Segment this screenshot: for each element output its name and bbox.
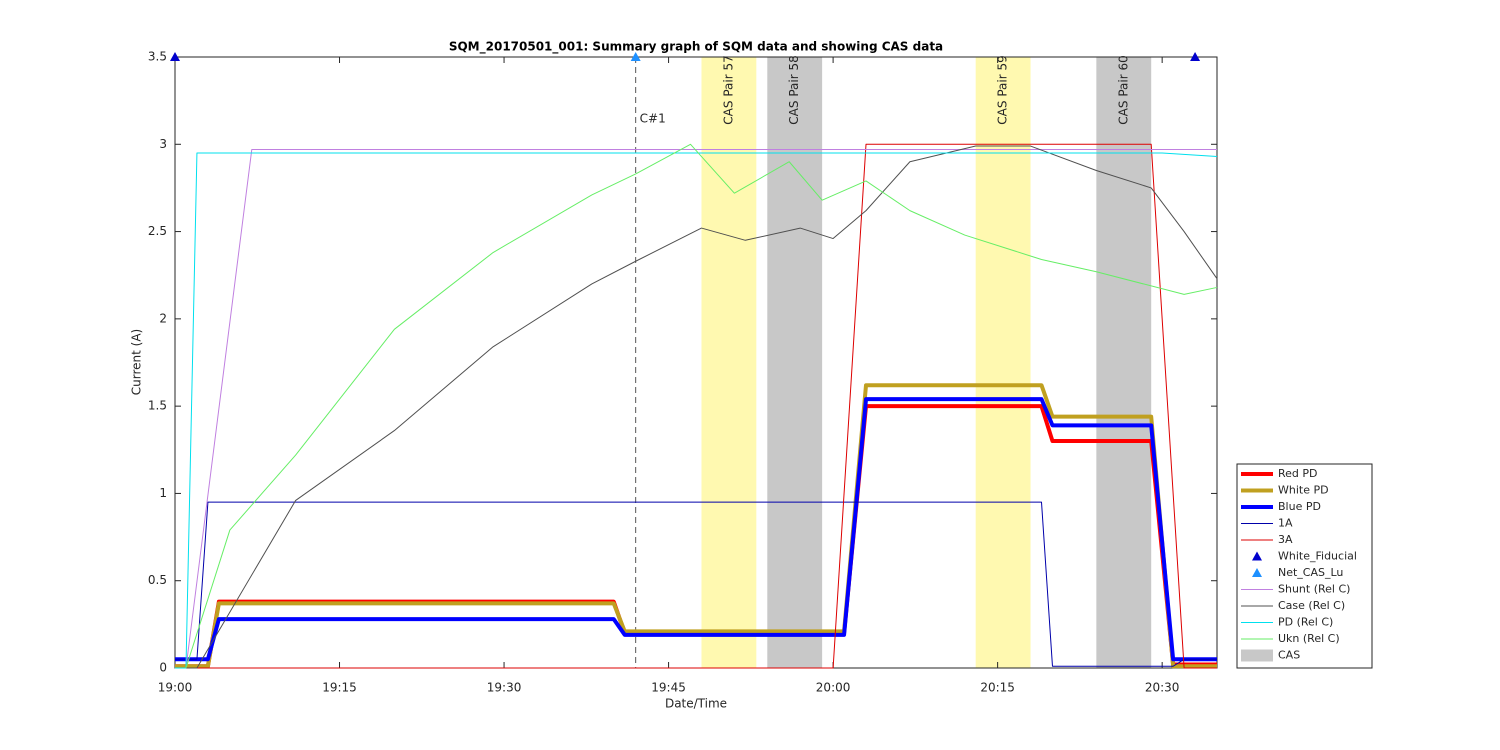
x-tick-label: 20:00 [816, 681, 851, 695]
legend-label: White PD [1278, 484, 1329, 497]
x-tick-label: 19:45 [651, 681, 686, 695]
series-line [185, 149, 1217, 669]
y-tick-label: 0 [159, 661, 167, 675]
legend-label: Red PD [1278, 467, 1318, 480]
x-tick-label: 19:15 [322, 681, 357, 695]
cas-band-label: CAS Pair 59 [996, 55, 1010, 124]
cas-band [975, 57, 1031, 668]
y-tick-label: 3 [159, 137, 167, 151]
legend-label: Case (Rel C) [1278, 599, 1345, 612]
fiducial-marker [1190, 52, 1201, 61]
y-tick-label: 1.5 [148, 399, 167, 413]
cas-band-label: CAS Pair 58 [787, 55, 801, 124]
legend-label: 3A [1278, 533, 1293, 546]
legend-swatch [1252, 551, 1262, 561]
legend-swatch [1241, 649, 1273, 662]
legend-label: Ukn (Rel C) [1278, 632, 1340, 645]
fiducial-marker [630, 52, 641, 61]
legend-label: Blue PD [1278, 500, 1321, 513]
series-line [175, 397, 1217, 662]
legend-label: CAS [1278, 649, 1300, 662]
y-tick-label: 1 [159, 486, 167, 500]
legend-label: White_Fiducial [1278, 550, 1357, 563]
legend-box [1236, 463, 1373, 669]
series-line [175, 152, 1218, 669]
cas-band-label: CAS Pair 57 [721, 55, 735, 124]
series-line [185, 143, 1218, 669]
legend-label: 1A [1278, 517, 1293, 530]
series-line [175, 501, 1217, 667]
legend-swatch [1252, 568, 1262, 577]
y-tick-label: 2.5 [148, 224, 167, 238]
x-tick-label: 20:30 [1145, 681, 1180, 695]
marker-line-label: C#1 [640, 112, 666, 126]
x-tick-label: 20:15 [980, 681, 1015, 695]
x-axis-label: Date/Time [665, 697, 727, 711]
y-tick-label: 3.5 [148, 50, 167, 64]
series-line [175, 143, 1217, 669]
cas-band [701, 57, 757, 668]
x-tick-label: 19:30 [487, 681, 522, 695]
legend-label: Shunt (Rel C) [1278, 583, 1350, 596]
series-line [175, 145, 1218, 669]
cas-band-label: CAS Pair 60 [1116, 55, 1130, 124]
legend-label: Net_CAS_Lu [1278, 566, 1343, 579]
fiducial-marker [170, 52, 180, 61]
cas-band [767, 57, 823, 668]
cas-band [1096, 57, 1152, 668]
plot-area: CAS Pair 57 CAS Pair 58 CAS Pair 59 CAS Pai… [148, 50, 1218, 695]
legend: Red PD White PD Blue PD 1A 3A White_Fiducial N… [1236, 463, 1373, 669]
y-tick-label: 0.5 [148, 573, 167, 587]
legend-label: PD (Rel C) [1278, 616, 1333, 629]
y-tick-label: 2 [159, 311, 167, 325]
chart-title: SQM_20170501_001: Summary graph of SQM d… [449, 40, 943, 55]
x-tick-label: 19:00 [158, 681, 193, 695]
y-axis-label: Current (A) [130, 329, 144, 395]
